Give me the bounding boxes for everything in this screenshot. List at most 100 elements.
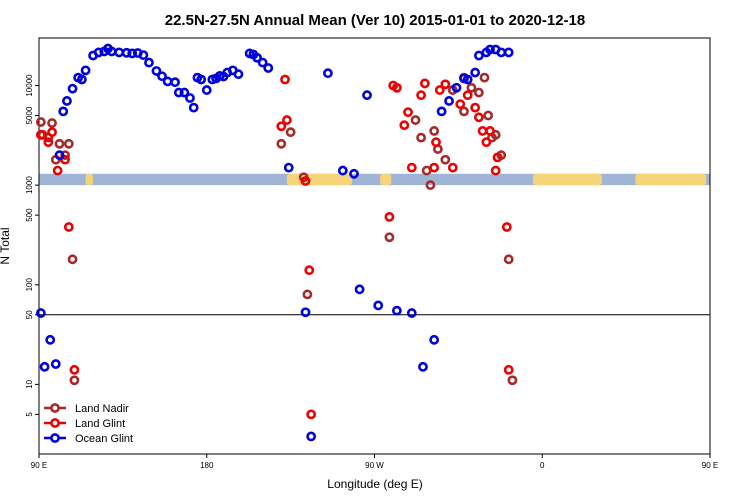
data-point (406, 162, 417, 173)
data-point (127, 48, 138, 59)
data-point (434, 85, 445, 95)
data-point (483, 110, 494, 121)
data-point (35, 129, 46, 140)
data-point (157, 71, 167, 82)
data-point (507, 375, 518, 386)
data-point (496, 47, 507, 58)
land-band-3 (532, 173, 602, 186)
data-point (45, 334, 56, 345)
data-point (173, 87, 184, 98)
data-point (188, 102, 199, 113)
data-point (257, 57, 268, 68)
data-point (170, 77, 180, 88)
x-tick-label-2: 90 W (365, 461, 384, 470)
series-ocean-glint (35, 43, 514, 442)
data-point (285, 127, 296, 138)
data-point (280, 74, 290, 85)
legend-marker-0 (50, 403, 60, 413)
data-point (281, 115, 292, 125)
data-point (60, 150, 70, 161)
data-point (481, 137, 492, 148)
x-tick-label-0: 90 E (31, 461, 47, 470)
data-point (444, 96, 454, 106)
x-tick-label-4: 90 E (702, 461, 718, 470)
y-tick-label-4: 500 (25, 208, 34, 222)
data-point (337, 165, 348, 176)
y-tick-label-7: 10000 (25, 74, 34, 97)
data-point (50, 359, 61, 369)
data-point (138, 50, 149, 61)
data-point (373, 300, 384, 311)
data-point (462, 74, 473, 85)
data-point (276, 121, 287, 132)
data-point (436, 106, 447, 117)
legend: Land Nadir Land Glint Ocean Glint (44, 403, 133, 445)
data-point (477, 126, 488, 136)
data-point (162, 76, 173, 87)
data-point (69, 364, 80, 375)
data-point (459, 106, 469, 117)
data-point (69, 375, 80, 386)
data-point (323, 68, 333, 79)
data-point (403, 107, 413, 118)
data-point (503, 47, 514, 58)
data-point (300, 307, 311, 318)
data-point (196, 74, 207, 85)
data-point (63, 138, 74, 149)
data-point (47, 118, 57, 128)
data-point (76, 74, 87, 85)
data-point (416, 90, 426, 101)
data-point (391, 305, 402, 316)
data-point (418, 361, 428, 372)
data-point (67, 254, 78, 265)
y-tick-label-6: 5000 (25, 106, 34, 124)
data-point (276, 138, 287, 149)
data-point (492, 152, 503, 163)
data-point (354, 284, 365, 295)
data-point (52, 165, 63, 176)
land-band-4 (635, 173, 707, 186)
data-point (425, 180, 436, 191)
data-point (485, 126, 495, 136)
data-points (35, 43, 518, 442)
data-point (501, 222, 512, 232)
data-point (431, 137, 441, 148)
data-point (144, 57, 154, 68)
data-point (54, 150, 65, 161)
y-tick-label-0: 5 (25, 412, 34, 417)
data-point (503, 254, 514, 265)
series-land-nadir (35, 72, 518, 386)
data-point (470, 67, 481, 78)
legend-label-2: Ocean Glint (75, 433, 133, 445)
data-point (93, 47, 104, 58)
data-point (349, 168, 359, 179)
data-point (304, 265, 315, 276)
data-point (233, 69, 244, 80)
data-point (416, 132, 426, 143)
data-point (440, 154, 451, 165)
data-point (470, 102, 481, 113)
data-point (151, 66, 162, 76)
y-tick-label-3: 100 (25, 278, 34, 292)
data-point (479, 72, 490, 83)
series-land-glint (35, 72, 514, 420)
x-axis-label: Longitude (deg E) (327, 477, 422, 491)
data-point (47, 127, 57, 138)
data-point (447, 162, 458, 173)
land-band-1 (286, 173, 353, 186)
y-tick-label-1: 10 (25, 379, 34, 388)
data-point (39, 361, 50, 372)
data-point (384, 232, 395, 243)
data-point (58, 106, 69, 117)
data-point (466, 82, 477, 93)
x-axis: 90 E 180 90 W 0 90 E (31, 454, 718, 470)
y-axis-label: N Total (0, 227, 12, 264)
data-point (406, 308, 417, 318)
data-point (455, 99, 466, 110)
data-point (62, 96, 72, 106)
legend-label-0: Land Nadir (75, 403, 129, 415)
data-point (43, 137, 54, 148)
data-point (201, 85, 212, 95)
data-point (485, 44, 495, 55)
